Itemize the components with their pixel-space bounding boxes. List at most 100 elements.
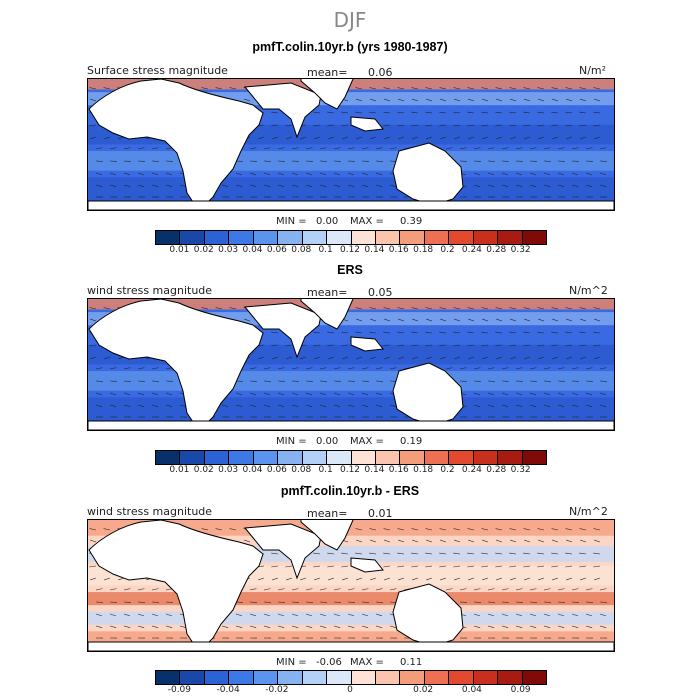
units-label-obs: N/m^2 (569, 284, 608, 297)
colorbar-swatch (400, 671, 425, 684)
colorbar-tick-label: 0.01 (169, 465, 190, 475)
min-label-model: MIN = (276, 216, 307, 227)
colorbar-swatch (327, 231, 352, 244)
variable-label-obs: wind stress magnitude (87, 284, 213, 297)
colorbar-tick-label: 0.06 (266, 245, 287, 255)
map-panel-diff (87, 519, 615, 652)
max-label-diff: MAX = (350, 657, 384, 668)
colorbar-swatch (253, 451, 279, 464)
colorbar-swatch (302, 671, 328, 684)
colorbar-swatch (351, 231, 376, 244)
colorbar-obs (155, 450, 547, 465)
colorbar-tick-label: 0.28 (486, 465, 507, 475)
colorbar-swatch (229, 451, 254, 464)
panel-title-obs: ERS (337, 263, 363, 277)
mean-value-obs: 0.05 (368, 286, 393, 299)
colorbar-swatch (229, 671, 254, 684)
colorbar-swatch (204, 231, 230, 244)
mean-label-diff: mean= (307, 507, 348, 520)
colorbar-ticks-obs: 0.01 0.02 0.03 0.04 0.06 0.08 0.1 0.12 0.14 0.16 0… (155, 465, 545, 477)
colorbar-swatch (180, 671, 205, 684)
variable-label-diff: wind stress magnitude (87, 505, 213, 518)
colorbar-swatch (204, 671, 230, 684)
colorbar-tick-label: 0.24 (461, 245, 482, 255)
colorbar-tick-label: 0.04 (242, 245, 263, 255)
colorbar-swatch (449, 451, 474, 464)
min-value-obs: 0.00 (316, 436, 339, 447)
season-title: DJF (333, 8, 367, 32)
colorbar-swatch (498, 671, 523, 684)
colorbar-swatch (522, 231, 546, 244)
colorbar-tick-label: 0.03 (218, 465, 239, 475)
colorbar-swatch (327, 451, 352, 464)
colorbar-tick-label: -0.04 (216, 685, 240, 695)
colorbar-swatch (253, 231, 279, 244)
colorbar-model (155, 230, 547, 245)
colorbar-tick-label: 0 (347, 685, 353, 695)
map-panel-obs (87, 298, 615, 431)
colorbar-swatch (424, 451, 450, 464)
colorbar-tick-label: 0.02 (193, 245, 214, 255)
colorbar-tick-label: 0.12 (339, 245, 361, 255)
colorbar-swatch (351, 671, 376, 684)
colorbar-tick-label: 0.02 (413, 685, 434, 695)
colorbar-swatch (449, 671, 474, 684)
colorbar-tick-label: 0.08 (291, 465, 312, 475)
min-value-diff: -0.06 (316, 657, 342, 668)
colorbar-tick-label: 0.18 (413, 245, 434, 255)
colorbar-tick-label: 0.18 (413, 465, 434, 475)
max-value-model: 0.39 (400, 216, 423, 227)
colorbar-swatch (522, 451, 546, 464)
colorbar-swatch (400, 451, 425, 464)
colorbar-swatch (302, 451, 328, 464)
colorbar-tick-label: 0.03 (218, 245, 239, 255)
colorbar-tick-label: 0.1 (318, 465, 333, 475)
colorbar-tick-label: -0.09 (167, 685, 192, 695)
colorbar-tick-label: 0.02 (193, 465, 214, 475)
colorbar-tick-label: 0.2 (440, 465, 455, 475)
colorbar-tick-label: 0.32 (510, 465, 531, 475)
colorbar-tick-label: -0.02 (265, 685, 289, 695)
colorbar-swatch (424, 671, 450, 684)
colorbar-tick-label: 0.04 (242, 465, 263, 475)
colorbar-tick-label: 0.08 (291, 245, 312, 255)
max-label-model: MAX = (350, 216, 384, 227)
colorbar-swatch (156, 231, 181, 244)
colorbar-ticks-diff: -0.09 -0.04 -0.02 0 0.02 0.04 0.09 (155, 685, 545, 697)
units-label-model: N/m² (579, 64, 607, 77)
colorbar-tick-label: 0.24 (461, 465, 482, 475)
mean-value-model: 0.06 (368, 66, 393, 79)
min-label-obs: MIN = (276, 436, 307, 447)
max-label-obs: MAX = (350, 436, 384, 447)
map-svg-obs (88, 299, 614, 430)
colorbar-swatch (180, 231, 205, 244)
colorbar-tick-label: 0.16 (388, 245, 409, 255)
colorbar-tick-label: 0.12 (339, 465, 361, 475)
colorbar-tick-label: 0.06 (266, 465, 287, 475)
panel-title-model: pmfT.colin.10yr.b (yrs 1980-1987) (252, 40, 448, 54)
map-svg-diff (88, 520, 614, 651)
min-label-diff: MIN = (276, 657, 307, 668)
colorbar-swatch (278, 671, 303, 684)
colorbar-swatch (278, 231, 303, 244)
colorbar-diff (155, 670, 547, 685)
colorbar-swatch (400, 231, 425, 244)
colorbar-tick-label: 0.01 (169, 245, 190, 255)
colorbar-swatch (375, 671, 401, 684)
colorbar-swatch (424, 231, 450, 244)
colorbar-tick-label: 0.04 (461, 685, 482, 695)
colorbar-swatch (229, 231, 254, 244)
colorbar-tick-label: 0.2 (440, 245, 455, 255)
colorbar-swatch (302, 231, 328, 244)
colorbar-swatch (473, 231, 499, 244)
colorbar-swatch (449, 231, 474, 244)
colorbar-swatch (278, 451, 303, 464)
colorbar-swatch (473, 671, 499, 684)
colorbar-tick-label: 0.28 (486, 245, 507, 255)
colorbar-swatch (473, 451, 499, 464)
colorbar-swatch (156, 451, 181, 464)
colorbar-swatch (351, 451, 376, 464)
max-value-diff: 0.11 (400, 657, 423, 668)
colorbar-swatch (253, 671, 279, 684)
colorbar-swatch (375, 231, 401, 244)
